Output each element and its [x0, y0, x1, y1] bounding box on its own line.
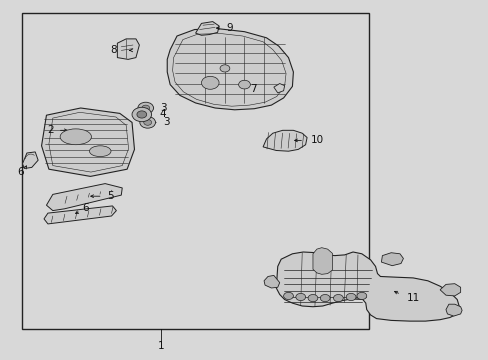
Polygon shape: [263, 130, 306, 151]
Text: 6: 6: [17, 167, 24, 177]
Text: 3: 3: [163, 117, 169, 127]
Ellipse shape: [89, 146, 111, 157]
Text: 9: 9: [226, 23, 233, 33]
Polygon shape: [273, 84, 284, 93]
Text: 3: 3: [160, 103, 167, 113]
Circle shape: [137, 111, 146, 118]
Text: 6: 6: [82, 203, 89, 213]
Text: 4: 4: [159, 109, 165, 120]
Polygon shape: [264, 275, 279, 288]
Polygon shape: [22, 152, 38, 168]
Circle shape: [220, 65, 229, 72]
Bar: [22, 13, 368, 329]
Text: 10: 10: [311, 135, 324, 145]
Text: 1: 1: [158, 341, 164, 351]
Text: 5: 5: [106, 191, 113, 201]
Polygon shape: [439, 284, 460, 296]
Text: 11: 11: [406, 293, 419, 303]
Ellipse shape: [60, 129, 91, 145]
Circle shape: [356, 292, 366, 300]
Circle shape: [132, 107, 151, 122]
Polygon shape: [276, 252, 459, 321]
Circle shape: [143, 120, 151, 125]
Text: 7: 7: [249, 84, 256, 94]
Polygon shape: [44, 206, 116, 224]
Polygon shape: [445, 304, 461, 316]
Circle shape: [201, 76, 219, 89]
Circle shape: [346, 293, 355, 301]
Polygon shape: [312, 248, 332, 274]
Text: 8: 8: [110, 45, 117, 55]
Polygon shape: [195, 22, 219, 35]
Circle shape: [320, 294, 329, 302]
Circle shape: [283, 292, 293, 300]
Circle shape: [142, 105, 149, 111]
Circle shape: [333, 294, 343, 302]
Polygon shape: [41, 108, 134, 176]
Circle shape: [138, 102, 153, 114]
Circle shape: [307, 294, 317, 302]
Polygon shape: [381, 253, 403, 266]
Polygon shape: [46, 184, 122, 211]
Circle shape: [140, 117, 155, 128]
Circle shape: [238, 80, 250, 89]
Polygon shape: [117, 39, 139, 59]
Circle shape: [295, 293, 305, 301]
Text: 2: 2: [47, 125, 54, 135]
Polygon shape: [167, 29, 293, 110]
